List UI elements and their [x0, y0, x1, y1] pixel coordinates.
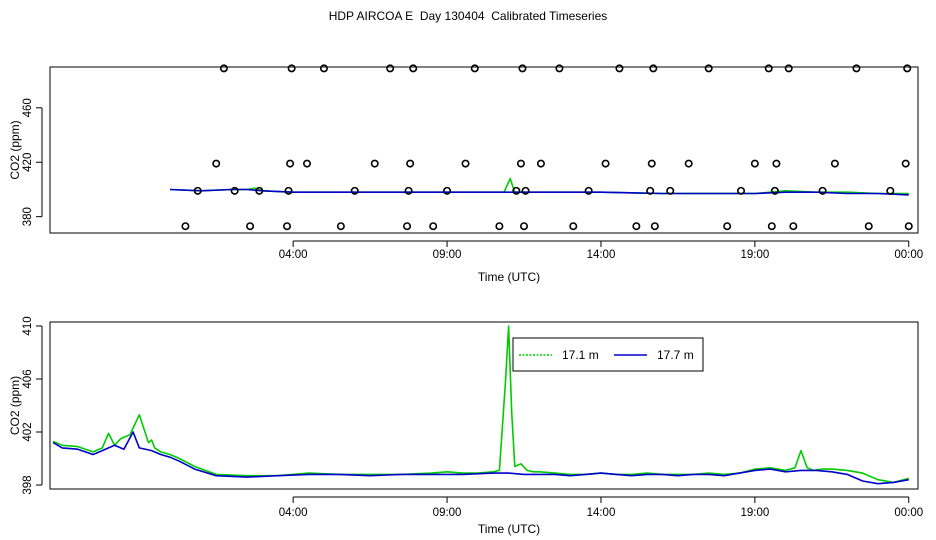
plot-panel-2: 04:00 09:00 14:00 19:00 00:00 Time (UTC) 398 40…: [8, 316, 923, 536]
y-axis-label: CO2 (ppm): [8, 120, 22, 179]
data-point: [784, 64, 793, 73]
data-point: [772, 159, 781, 168]
x-tick-label: 19:00: [740, 249, 769, 261]
data-point: [764, 64, 773, 73]
data-point: [886, 186, 895, 195]
data-point: [230, 186, 239, 195]
y-tick-label: 406: [22, 369, 34, 388]
y-tick-label: 380: [22, 207, 34, 226]
data-point: [303, 159, 312, 168]
y-tick-label: 402: [22, 422, 34, 441]
data-point: [406, 159, 415, 168]
x-tick-label: 14:00: [587, 249, 616, 261]
data-point: [336, 222, 345, 231]
data-point: [666, 186, 675, 195]
data-point: [770, 186, 779, 195]
data-point: [283, 222, 292, 231]
data-point: [520, 222, 529, 231]
data-point: [287, 64, 296, 73]
data-point: [684, 159, 693, 168]
x-axis-label: Time (UTC): [478, 522, 540, 536]
data-point: [650, 222, 659, 231]
data-point: [646, 186, 655, 195]
series-line-1: [52, 325, 910, 484]
data-point: [319, 64, 328, 73]
chart-title: HDP AIRCOA E Day 130404 Calibrated Times…: [328, 9, 608, 23]
plot-frame: [49, 66, 919, 234]
data-point: [219, 64, 228, 73]
data-point: [830, 159, 839, 168]
x-tick-label: 04:00: [279, 249, 308, 261]
data-point: [403, 222, 412, 231]
data-point: [255, 186, 264, 195]
data-point: [404, 186, 413, 195]
data-point: [495, 222, 504, 231]
data-point: [536, 159, 545, 168]
x-tick-label: 19:00: [740, 507, 769, 519]
legend-label: 17.7 m: [657, 348, 694, 362]
data-point: [286, 159, 295, 168]
data-point: [852, 64, 861, 73]
data-point: [461, 159, 470, 168]
data-point: [903, 64, 912, 73]
data-point: [864, 222, 873, 231]
data-point: [704, 64, 713, 73]
y-tick-label: 398: [22, 475, 34, 494]
series-line-2: [169, 188, 909, 196]
data-point: [601, 159, 610, 168]
x-axis-label: Time (UTC): [478, 270, 540, 284]
plot-panel-1: 04:00 09:00 14:00 19:00 00:00 Time (UTC) 380 42…: [8, 64, 923, 284]
x-tick-label: 00:00: [894, 249, 923, 261]
legend-label: 17.1 m: [562, 348, 599, 362]
data-point: [443, 186, 452, 195]
x-tick-label: 04:00: [279, 507, 308, 519]
data-point: [246, 222, 255, 231]
x-tick-label: 14:00: [587, 507, 616, 519]
x-tick-label: 09:00: [433, 507, 462, 519]
data-point: [750, 159, 759, 168]
data-point: [470, 64, 479, 73]
data-point: [181, 222, 190, 231]
data-point: [521, 186, 530, 195]
legend: 17.1 m 17.7 m: [512, 337, 704, 372]
data-point: [284, 186, 293, 195]
data-point: [516, 159, 525, 168]
data-point: [901, 159, 910, 168]
data-point: [569, 222, 578, 231]
data-point: [904, 222, 913, 231]
data-point: [632, 222, 641, 231]
data-point: [429, 222, 438, 231]
data-point: [737, 186, 746, 195]
data-point: [212, 159, 221, 168]
data-point: [512, 186, 521, 195]
y-axis-label: CO2 (ppm): [8, 376, 22, 435]
data-point: [647, 159, 656, 168]
series-line-2: [52, 431, 909, 485]
data-point: [615, 64, 624, 73]
data-point: [193, 186, 202, 195]
data-point: [649, 64, 658, 73]
data-point: [789, 222, 798, 231]
data-point: [409, 64, 418, 73]
data-point: [818, 186, 827, 195]
plot-frame: [49, 321, 919, 490]
data-point: [555, 64, 564, 73]
x-tick-label: 00:00: [894, 507, 923, 519]
y-tick-label: 420: [22, 153, 34, 172]
data-point: [723, 222, 732, 231]
data-point: [370, 159, 379, 168]
data-point: [767, 222, 776, 231]
y-tick-label: 410: [22, 316, 34, 335]
data-point: [350, 186, 359, 195]
y-tick-label: 460: [22, 98, 34, 117]
x-tick-label: 09:00: [433, 249, 462, 261]
data-point: [584, 186, 593, 195]
data-point: [386, 64, 395, 73]
data-point: [518, 64, 527, 73]
